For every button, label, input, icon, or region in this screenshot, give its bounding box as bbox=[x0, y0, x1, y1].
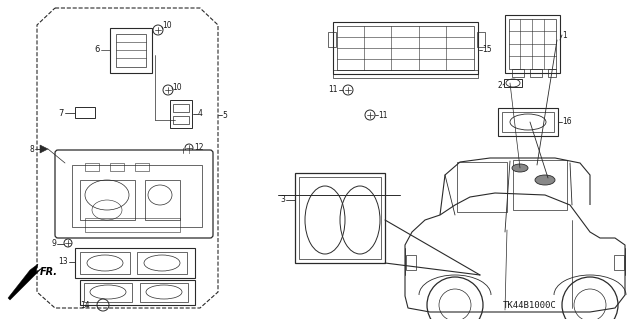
Bar bbox=[173, 116, 189, 124]
Text: 1: 1 bbox=[562, 31, 567, 40]
Bar bbox=[505, 15, 560, 73]
Polygon shape bbox=[8, 264, 42, 300]
Text: 10: 10 bbox=[162, 21, 172, 31]
Bar bbox=[110, 163, 124, 171]
Bar bbox=[84, 283, 132, 302]
Bar bbox=[337, 26, 474, 70]
Text: 5: 5 bbox=[222, 110, 227, 120]
Polygon shape bbox=[40, 145, 48, 153]
Text: 14: 14 bbox=[81, 300, 90, 309]
Ellipse shape bbox=[512, 164, 528, 172]
Bar bbox=[513, 160, 567, 210]
Text: 8: 8 bbox=[29, 145, 34, 153]
Bar bbox=[80, 180, 135, 220]
Text: 16: 16 bbox=[562, 117, 572, 127]
Text: 9: 9 bbox=[51, 240, 56, 249]
Text: 11: 11 bbox=[378, 110, 387, 120]
Bar bbox=[137, 252, 187, 274]
Bar bbox=[502, 112, 554, 132]
Bar bbox=[295, 173, 385, 263]
Bar bbox=[75, 107, 95, 118]
Bar bbox=[504, 79, 522, 87]
Text: 4: 4 bbox=[198, 109, 203, 118]
Text: 10: 10 bbox=[172, 83, 182, 92]
Bar bbox=[512, 69, 524, 77]
Bar bbox=[140, 283, 188, 302]
Bar bbox=[328, 32, 336, 47]
Bar bbox=[509, 19, 556, 69]
Bar bbox=[173, 104, 189, 112]
Bar bbox=[135, 163, 149, 171]
Bar bbox=[80, 280, 195, 305]
Bar bbox=[72, 165, 202, 227]
Bar bbox=[614, 255, 624, 270]
Text: 6: 6 bbox=[95, 46, 100, 55]
Bar bbox=[85, 218, 180, 232]
Bar bbox=[145, 180, 180, 220]
Text: 7: 7 bbox=[59, 108, 64, 117]
Bar bbox=[333, 70, 478, 78]
Text: 13: 13 bbox=[58, 257, 68, 266]
Bar bbox=[530, 69, 542, 77]
Bar bbox=[85, 163, 99, 171]
Bar bbox=[170, 100, 192, 128]
Text: 12: 12 bbox=[194, 143, 204, 152]
Bar bbox=[80, 252, 130, 274]
Text: 15: 15 bbox=[482, 46, 492, 55]
Text: FR.: FR. bbox=[40, 267, 58, 277]
Bar bbox=[75, 248, 195, 278]
Bar bbox=[299, 177, 381, 259]
Text: 11: 11 bbox=[328, 85, 338, 94]
Bar bbox=[477, 32, 485, 47]
Text: 2: 2 bbox=[497, 80, 502, 90]
Bar bbox=[110, 28, 152, 73]
Bar bbox=[406, 255, 416, 270]
Text: 3: 3 bbox=[280, 196, 285, 204]
Bar bbox=[548, 69, 556, 77]
Text: TK44B1000C: TK44B1000C bbox=[503, 300, 557, 309]
Bar bbox=[457, 162, 507, 212]
Bar bbox=[116, 34, 146, 67]
Bar bbox=[498, 108, 558, 136]
FancyBboxPatch shape bbox=[55, 150, 213, 238]
Ellipse shape bbox=[535, 175, 555, 185]
Bar bbox=[333, 22, 478, 74]
